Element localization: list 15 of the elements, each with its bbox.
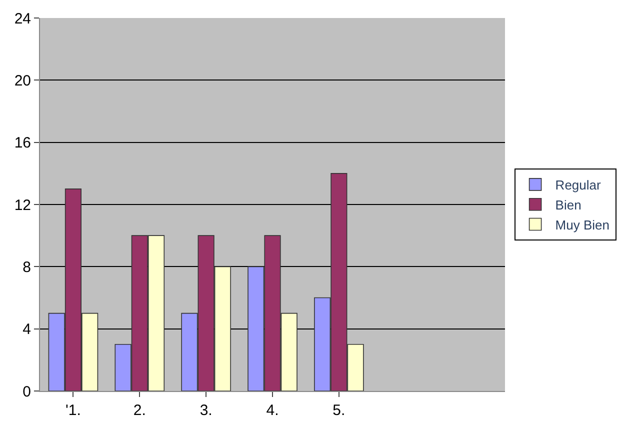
legend-label: Bien (555, 197, 582, 212)
x-tick-label: '1. (66, 402, 81, 419)
legend-label: Regular (555, 178, 602, 193)
y-tick-label: 16 (14, 134, 31, 152)
x-tick-label: 5. (332, 402, 346, 419)
x-tick-label: 3. (200, 402, 212, 419)
y-tick-label: 4 (22, 321, 31, 338)
y-tick-label: 24 (14, 10, 31, 28)
y-tick-label: 0 (22, 383, 31, 400)
x-tick-label: 4. (266, 402, 279, 419)
x-tick-label: 2. (133, 402, 146, 419)
y-tick-label: 12 (14, 196, 31, 214)
y-tick-label: 20 (14, 72, 31, 90)
y-tick-label: 8 (22, 258, 31, 276)
legend-label: Muy Bien (555, 217, 610, 232)
